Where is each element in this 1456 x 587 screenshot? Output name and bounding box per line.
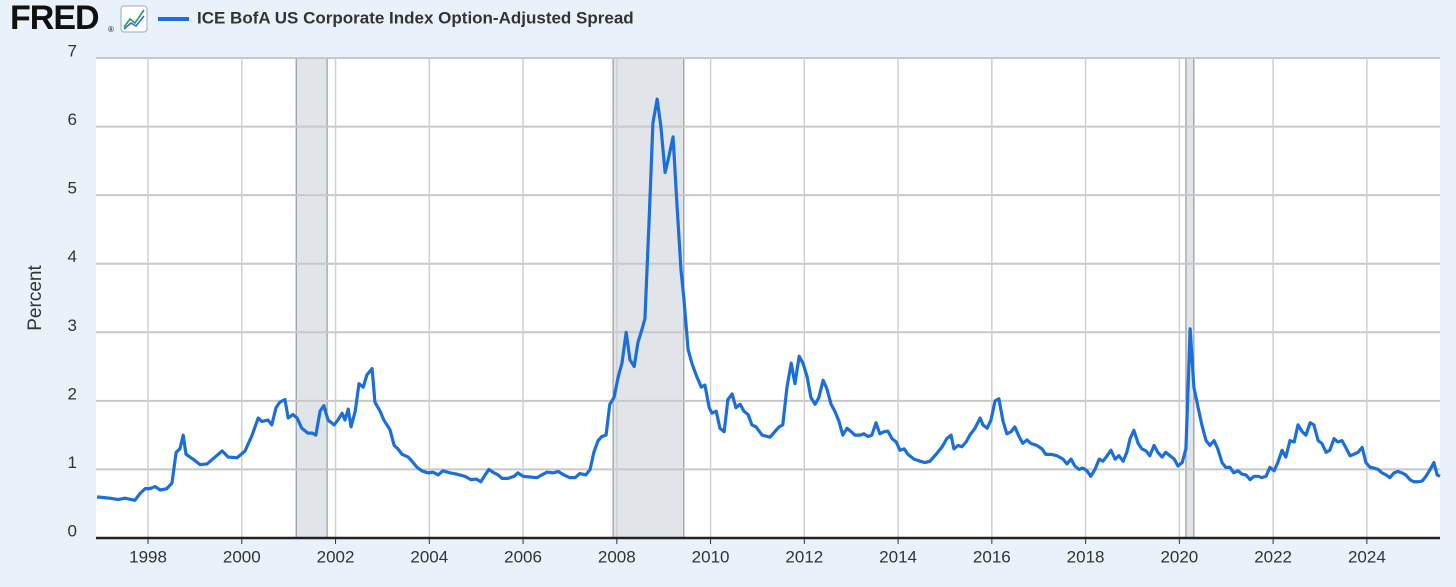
x-tick-label: 2016 [973,547,1011,566]
recession-band [1185,57,1195,539]
x-tick-label: 2000 [223,547,261,566]
y-tick-label: 1 [68,453,77,472]
y-tick-label: 4 [68,247,77,266]
graph-icon [120,5,148,33]
x-tick-label: 2020 [1160,547,1198,566]
recession-band [612,57,685,539]
x-tick-label: 2006 [504,547,542,566]
x-tick-label: 2014 [879,547,917,566]
x-tick-label: 2010 [692,547,730,566]
brand: FRED [10,0,99,37]
x-tick-label: 2018 [1067,547,1105,566]
y-tick-label: 2 [68,384,77,403]
y-tick-label: 5 [68,179,77,198]
y-tick-label: 0 [68,521,77,540]
x-tick-label: 2002 [317,547,355,566]
series-line [96,97,1441,502]
x-tick-label: 2004 [410,547,448,566]
brand-mark: ® [108,25,114,34]
x-tick-label: 2024 [1348,547,1386,566]
legend-label: ICE BofA US Corporate Index Option-Adjus… [197,8,634,27]
x-tick-label: 2012 [785,547,823,566]
recession-band [295,57,328,539]
x-tick-label: 1998 [129,547,167,566]
x-tick-label: 2022 [1254,547,1292,566]
y-tick-label: 3 [68,316,77,335]
y-axis-label: Percent [25,265,46,331]
x-tick-label: 2008 [598,547,636,566]
y-tick-label: 6 [68,110,77,129]
y-tick-label: 7 [68,41,77,60]
